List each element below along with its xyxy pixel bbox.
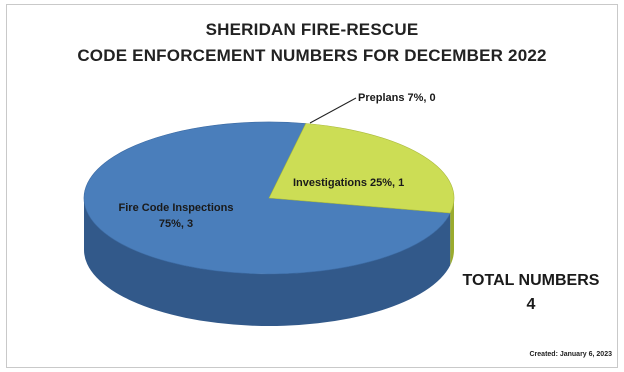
- preplans-leader-line: [310, 98, 356, 123]
- created-date: Created: January 6, 2023: [530, 351, 613, 358]
- investigations-label: Investigations 25%, 1: [293, 177, 404, 189]
- fire-code-inspections-label: Fire Code Inspections: [119, 202, 234, 214]
- fire-code-inspections-value: 75%, 3: [159, 218, 193, 230]
- total-value: 4: [452, 296, 610, 314]
- preplans-label: Preplans 7%, 0: [358, 92, 436, 104]
- total-label: TOTAL NUMBERS: [452, 272, 610, 290]
